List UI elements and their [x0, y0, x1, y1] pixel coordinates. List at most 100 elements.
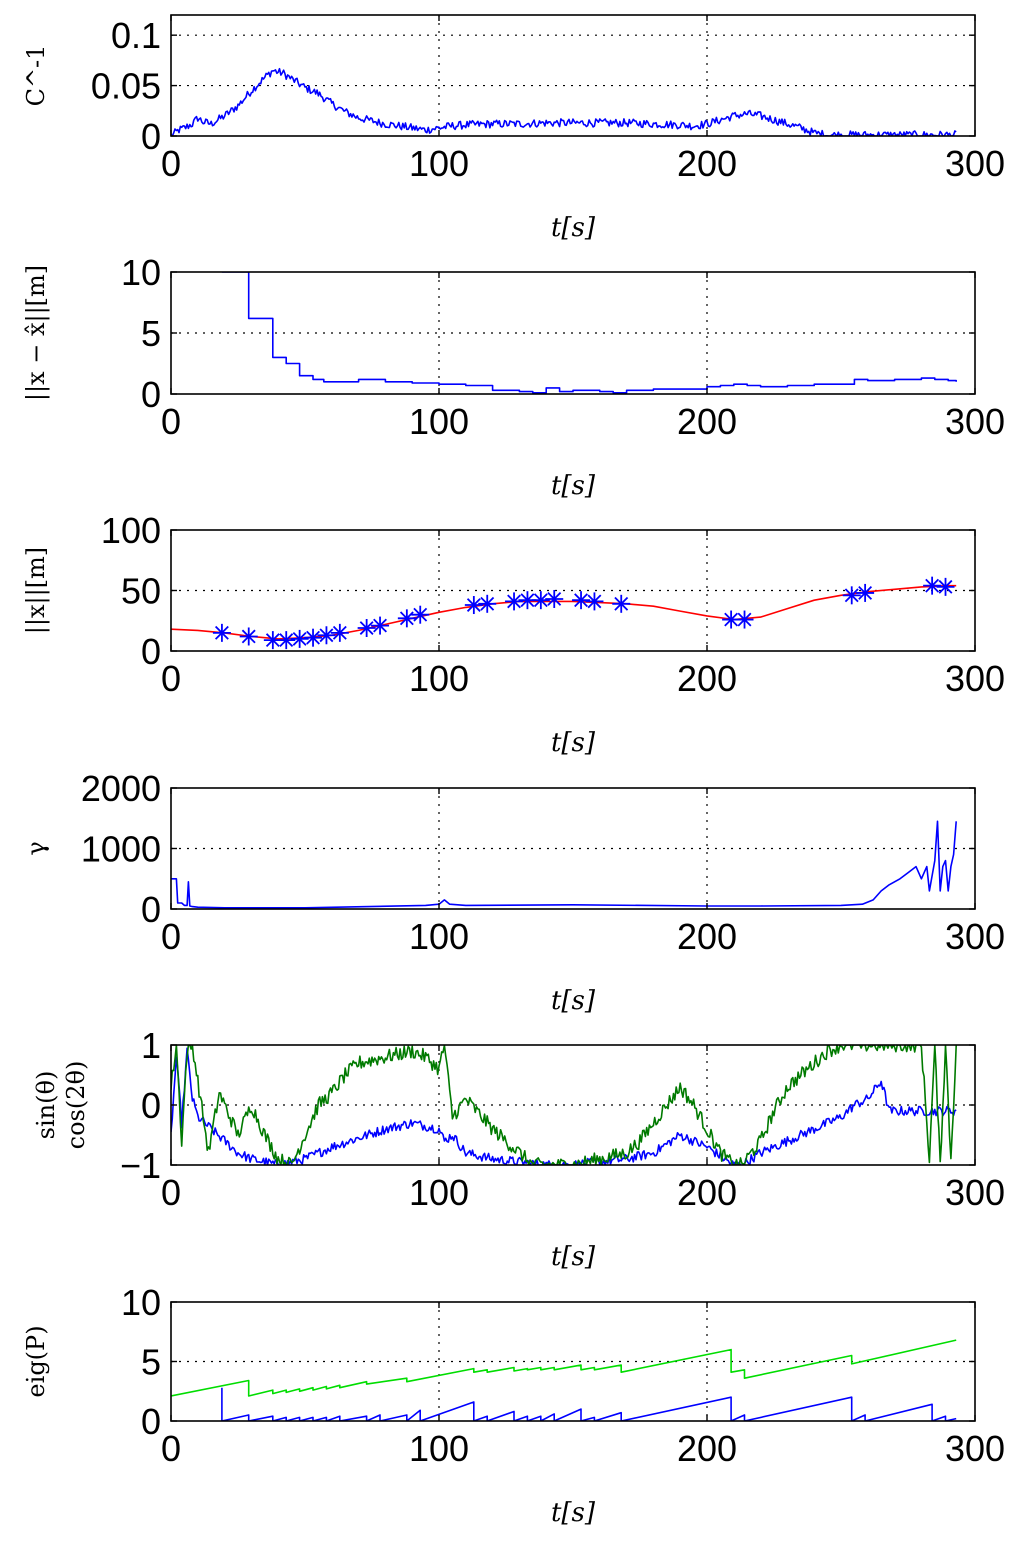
measurement-marker	[478, 594, 497, 613]
measurement-marker	[518, 591, 537, 610]
x-axis-label: t[s]	[551, 213, 596, 243]
y-tick-label: 2000	[81, 768, 161, 809]
x-tick-label: 300	[945, 658, 1005, 699]
x-tick-label: 200	[677, 1428, 737, 1469]
x-tick-label: 100	[409, 143, 469, 184]
x-tick-label: 300	[945, 401, 1005, 442]
measurement-marker	[371, 616, 390, 635]
measurement-marker	[612, 594, 631, 613]
axes-box	[170, 14, 976, 137]
measurement-marker	[572, 591, 591, 610]
y-tick-label: 0	[141, 1085, 161, 1126]
x-tick-label: 0	[161, 916, 181, 957]
y-tick-label: 0	[141, 1401, 161, 1442]
x-tick-label: 0	[161, 1172, 181, 1213]
x-axis-label: t[s]	[551, 1242, 596, 1272]
measurement-marker	[239, 627, 258, 646]
x-tick-label: 0	[161, 401, 181, 442]
measurement-marker	[531, 591, 550, 610]
x-axis-label: t[s]	[551, 1498, 596, 1528]
x-tick-label: 0	[161, 1428, 181, 1469]
measurement-marker	[277, 631, 296, 650]
panel-3: 0 100 200 300 0 50 100 t[s] ||x||[m]	[22, 510, 1005, 758]
series-line-2	[221, 1387, 957, 1421]
x-axis-label: t[s]	[551, 728, 596, 758]
measurement-marker	[505, 592, 524, 611]
measurement-marker	[585, 592, 604, 611]
series-line-1	[171, 1339, 957, 1397]
y-tick-label: 0	[141, 631, 161, 672]
x-tick-label: 200	[677, 916, 737, 957]
y-axis-label: ||x − x̂||[m]	[22, 265, 51, 401]
measurement-marker	[304, 628, 323, 647]
series-line-1	[171, 67, 957, 136]
measurement-marker	[317, 626, 336, 645]
y-tick-label: −1	[120, 1145, 161, 1186]
measurement-marker	[464, 596, 483, 615]
x-tick-label: 200	[677, 1172, 737, 1213]
plot-area	[171, 1045, 957, 1165]
y-tick-label: 1	[141, 1025, 161, 1066]
panel-6: 0 100 200 300 0 5 10 t[s] eig(P)	[22, 1282, 1005, 1528]
measurement-marker	[545, 589, 564, 608]
y-tick-label: 0.05	[91, 66, 161, 107]
x-tick-label: 0	[161, 658, 181, 699]
x-tick-label: 100	[409, 658, 469, 699]
measurement-marker	[330, 623, 349, 642]
series-line-1	[221, 272, 958, 394]
plot-area	[221, 272, 958, 394]
y-tick-label: 0	[141, 116, 161, 157]
x-tick-label: 300	[945, 1428, 1005, 1469]
series-line-2	[171, 1045, 957, 1165]
measurement-marker	[290, 629, 309, 648]
measurement-marker	[936, 577, 955, 596]
y-tick-label: 10	[121, 252, 161, 293]
y-tick-label: 5	[141, 313, 161, 354]
y-axis-label: sin(θ)cos(2θ)	[32, 1061, 90, 1150]
x-tick-label: 200	[677, 401, 737, 442]
plot-area	[171, 584, 957, 640]
y-axis-label: ||x||[m]	[22, 547, 51, 634]
panel-4: 0 100 200 300 0 1000 2000 t[s] γ	[22, 768, 1005, 1016]
y-tick-label: 0	[141, 374, 161, 415]
x-tick-label: 100	[409, 1428, 469, 1469]
panel-2: 0 100 200 300 0 5 10 t[s] ||x − x̂||[m]	[22, 252, 1005, 501]
measurement-marker	[397, 609, 416, 628]
y-axis-label: C^-1	[22, 45, 50, 107]
measurement-marker	[923, 576, 942, 595]
measurement-marker	[842, 586, 861, 605]
x-tick-label: 200	[677, 658, 737, 699]
y-tick-label: 1000	[81, 829, 161, 870]
plot-area	[171, 1339, 957, 1421]
series-line-1	[171, 1047, 957, 1165]
measurement-marker	[212, 623, 231, 642]
x-axis-label: t[s]	[551, 986, 596, 1016]
y-tick-label: 50	[121, 571, 161, 612]
x-tick-label: 100	[409, 916, 469, 957]
measurement-marker	[357, 619, 376, 638]
y-tick-label: 10	[121, 1282, 161, 1323]
measurement-marker	[735, 610, 754, 629]
x-tick-label: 100	[409, 401, 469, 442]
x-tick-label: 200	[677, 143, 737, 184]
measurement-marker	[411, 605, 430, 624]
x-tick-label: 300	[945, 143, 1005, 184]
x-tick-label: 0	[161, 143, 181, 184]
plot-area	[171, 820, 957, 909]
y-tick-label: 100	[101, 510, 161, 551]
series-line-1	[171, 584, 957, 640]
measurement-marker	[856, 583, 875, 602]
series-line-1	[171, 820, 957, 909]
x-tick-label: 300	[945, 1172, 1005, 1213]
measurement-marker	[722, 610, 741, 629]
y-tick-label: 5	[141, 1342, 161, 1383]
x-tick-label: 300	[945, 916, 1005, 957]
y-axis-label: γ	[22, 841, 50, 855]
y-tick-label: 0.1	[111, 15, 161, 56]
x-axis-label: t[s]	[551, 471, 596, 501]
y-axis-label: eig(P)	[22, 1325, 50, 1397]
plot-area	[171, 67, 957, 136]
